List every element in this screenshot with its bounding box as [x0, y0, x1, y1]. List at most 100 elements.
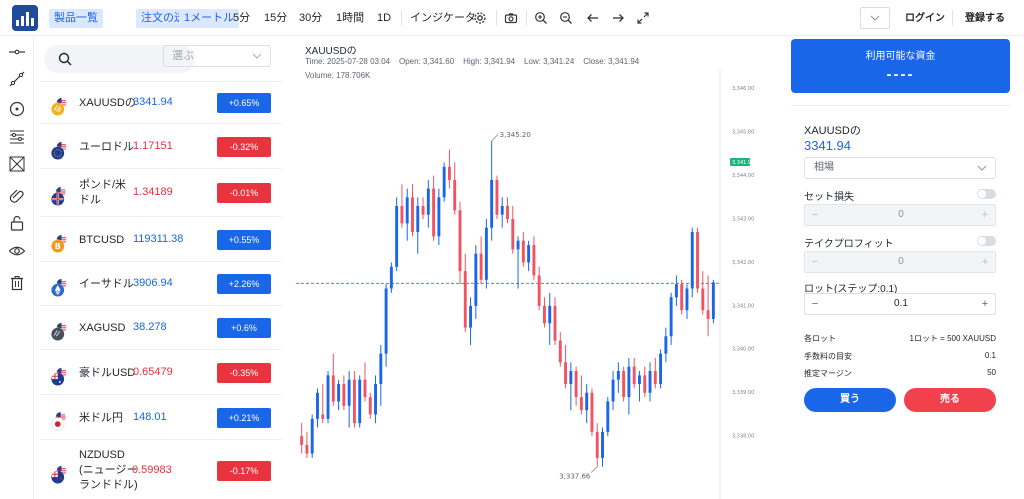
watchlist-row[interactable]: 米ドル円 148.01 +0.21%: [40, 394, 282, 439]
trash-icon[interactable]: [6, 272, 28, 294]
login-button[interactable]: ログイン: [905, 13, 945, 24]
watchlist-row[interactable]: XAUUSDの 3341.94 +0.65%: [40, 81, 282, 123]
watchlist-row[interactable]: NZDUSD (ニュージーランドドル) 0.59983 -0.17%: [40, 439, 282, 499]
account-dropdown[interactable]: [860, 7, 890, 29]
search-box[interactable]: [44, 45, 195, 73]
ohlc-readout: Time: 2025-07-28 03:04 Open: 3,341.60 Hi…: [305, 57, 640, 66]
stop-loss-value[interactable]: 0: [898, 209, 904, 220]
axis-tick-label: 3,340.00: [732, 347, 754, 353]
candle-body: [632, 366, 636, 385]
funds-value: ----: [886, 66, 915, 83]
horizontal-line-icon[interactable]: [6, 41, 28, 63]
buy-button[interactable]: 買う: [804, 388, 896, 412]
watchlist-row[interactable]: B BTCUSD 119311.38 +0.55%: [40, 216, 282, 261]
candle-body: [379, 353, 383, 385]
magnet-icon[interactable]: [6, 183, 28, 205]
interval-5m-button[interactable]: 5分: [233, 12, 251, 24]
candlestick-plot[interactable]: 3,346.00 3,345.00 3,344.00 3,343.00 3,342.00…: [296, 37, 756, 499]
change-badge[interactable]: +0.21%: [217, 407, 271, 428]
candle-body: [479, 253, 483, 280]
interval-1h-button[interactable]: 1時間: [336, 12, 365, 24]
lot-stepper[interactable]: − 0.1 +: [804, 293, 996, 315]
candle-body: [622, 371, 626, 398]
gear-icon[interactable]: [471, 9, 489, 27]
order-type-select[interactable]: 相場: [804, 157, 996, 179]
interval-1m-button[interactable]: 1メートル: [179, 9, 240, 28]
candle-body: [342, 384, 346, 406]
register-button[interactable]: 登録する: [965, 13, 1005, 24]
candle-body: [674, 284, 678, 298]
change-badge[interactable]: +2.26%: [217, 274, 271, 294]
change-badge[interactable]: -0.17%: [217, 461, 271, 481]
candle-body: [506, 205, 509, 219]
candle-body: [400, 205, 404, 224]
change-badge[interactable]: +0.55%: [217, 229, 271, 250]
minus-icon[interactable]: −: [811, 256, 819, 268]
watchlist-row[interactable]: ユーロドル 1.17151 -0.32%: [40, 123, 282, 168]
indicators-button[interactable]: インジケータ: [410, 12, 476, 24]
plus-icon[interactable]: +: [981, 209, 989, 221]
watchlist-row[interactable]: XAGUSD 38.278 +0.6%: [40, 305, 282, 349]
candle-body: [374, 384, 377, 415]
candle-body: [484, 227, 488, 280]
candle-body: [696, 232, 699, 289]
candle-body: [606, 401, 610, 432]
lock-icon[interactable]: [6, 212, 28, 234]
eye-icon[interactable]: [6, 240, 28, 262]
stop-loss-toggle[interactable]: [977, 189, 996, 199]
take-profit-toggle[interactable]: [977, 236, 996, 246]
candle-body: [411, 197, 414, 233]
take-profit-stepper[interactable]: − 0 +: [804, 251, 996, 273]
sell-button[interactable]: 売る: [904, 388, 996, 412]
arrow-left-icon[interactable]: [584, 9, 602, 27]
pattern-icon[interactable]: [6, 153, 28, 175]
search-input[interactable]: [78, 50, 188, 68]
fib-lines-icon[interactable]: [6, 126, 28, 148]
app-logo-icon[interactable]: [12, 5, 38, 31]
circle-target-icon[interactable]: [6, 98, 28, 120]
symbol-price: 119311.38: [133, 232, 184, 245]
trend-line-icon[interactable]: [6, 68, 28, 90]
candle-body: [648, 371, 652, 393]
candle-body: [527, 245, 531, 263]
camera-icon[interactable]: [502, 9, 520, 27]
plus-icon[interactable]: +: [981, 298, 989, 310]
price-chart[interactable]: XAUUSDの Time: 2025-07-28 03:04 Open: 3,3…: [296, 37, 756, 499]
candle-body: [389, 266, 393, 289]
watchlist-row[interactable]: イーサドル 3906.94 +2.26%: [40, 261, 282, 305]
stop-loss-label: セット損失: [804, 192, 854, 203]
candle-body: [490, 179, 494, 228]
change-badge[interactable]: -0.35%: [217, 362, 271, 383]
watchlist-row[interactable]: ポンド/米ドル 1.34189 -0.01%: [40, 168, 282, 216]
products-list-button[interactable]: 製品一覧: [49, 9, 103, 28]
change-badge[interactable]: -0.32%: [217, 136, 271, 157]
change-badge[interactable]: -0.01%: [217, 183, 271, 203]
stop-loss-stepper[interactable]: − 0 +: [804, 204, 996, 226]
candle-body: [690, 232, 694, 289]
take-profit-value[interactable]: 0: [898, 256, 904, 267]
interval-30m-button[interactable]: 30分: [299, 12, 323, 24]
change-badge[interactable]: +0.65%: [217, 93, 271, 113]
zoom-in-icon[interactable]: [532, 9, 550, 27]
plus-icon[interactable]: +: [981, 256, 989, 268]
zoom-out-icon[interactable]: [557, 9, 575, 27]
watchlist-row[interactable]: 豪ドルUSD 0.65479 -0.35%: [40, 349, 282, 394]
arrow-right-icon[interactable]: [609, 9, 627, 27]
candle-body: [395, 205, 399, 267]
candle-body: [590, 392, 594, 432]
last-price-tag: [730, 158, 750, 166]
candle-body: [553, 305, 557, 341]
candle-body: [331, 375, 335, 402]
category-select[interactable]: 選ぶ: [163, 45, 271, 67]
interval-15m-button[interactable]: 15分: [264, 12, 288, 24]
axis-tick-label: 3,341.00: [732, 303, 754, 309]
candle-body: [511, 219, 515, 250]
lot-value[interactable]: 0.1: [894, 298, 908, 309]
minus-icon[interactable]: −: [811, 298, 819, 310]
search-icon: [58, 52, 72, 66]
change-badge[interactable]: +0.6%: [217, 318, 271, 338]
minus-icon[interactable]: −: [811, 209, 819, 221]
fullscreen-icon[interactable]: [634, 9, 652, 27]
interval-1d-button[interactable]: 1D: [377, 12, 392, 24]
order-price: 3341.94: [804, 138, 851, 153]
